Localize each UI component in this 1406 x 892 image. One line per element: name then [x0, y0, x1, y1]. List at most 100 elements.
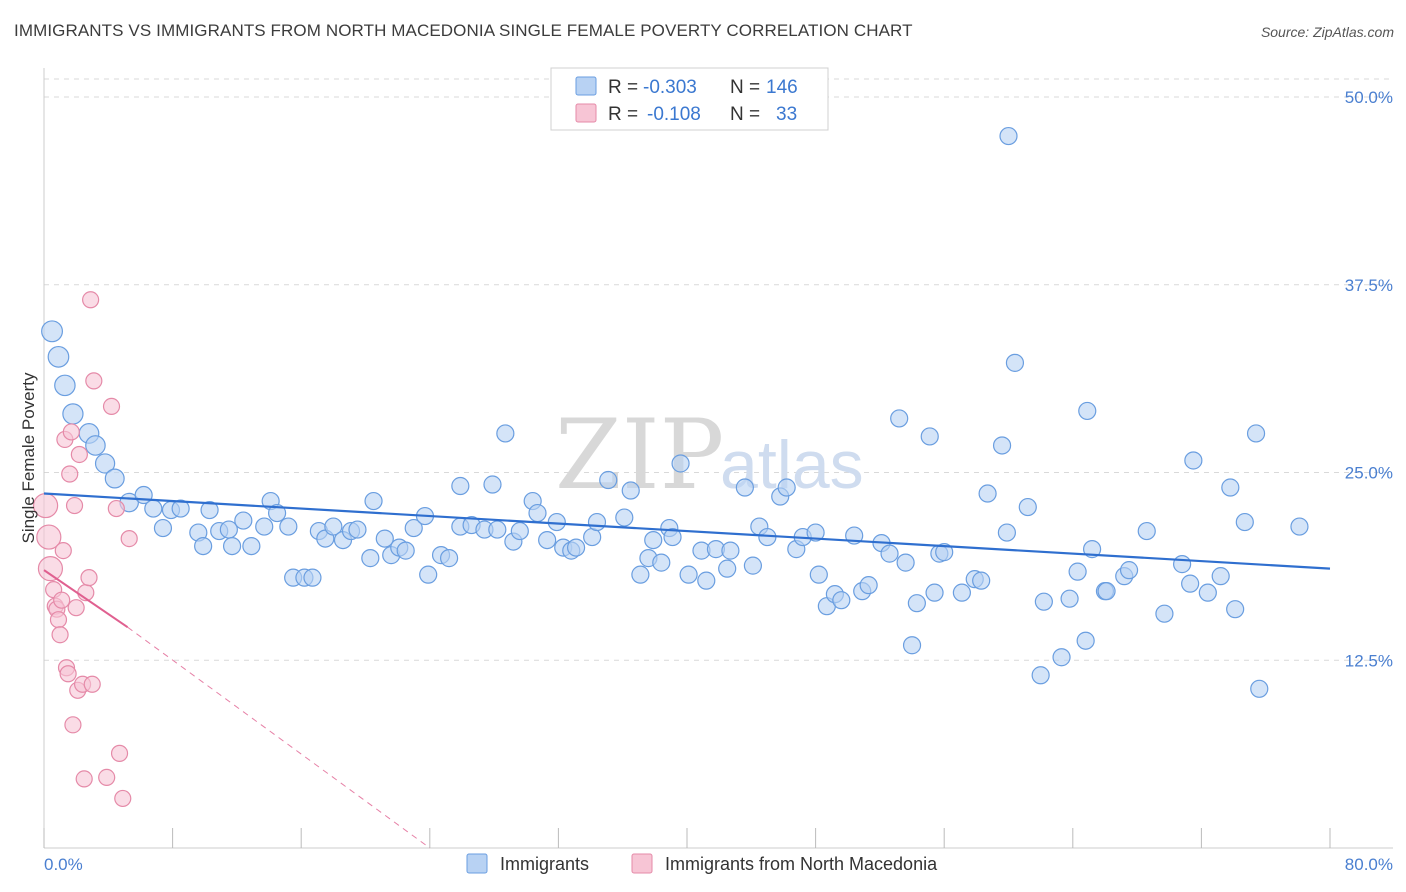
point-immigrants: [992, 436, 1012, 455]
legend-r-value-1: -0.303: [643, 77, 697, 98]
point-immigrants: [880, 544, 899, 563]
point-north-macedonia: [53, 591, 71, 609]
point-immigrants: [644, 530, 663, 550]
point-immigrants: [194, 536, 213, 556]
point-immigrants: [566, 538, 586, 557]
point-immigrants: [1052, 648, 1071, 667]
point-immigrants: [1173, 555, 1192, 574]
trend-line-immigrants: [43, 492, 1331, 570]
point-immigrants: [47, 345, 70, 368]
point-immigrants: [496, 424, 515, 443]
legend-r-label-1: R =: [608, 77, 638, 98]
point-immigrants: [1155, 604, 1174, 623]
chart-title: IMMIGRANTS VS IMMIGRANTS FROM NORTH MACE…: [14, 21, 913, 40]
point-immigrants: [652, 553, 671, 572]
point-immigrants: [697, 571, 716, 590]
point-immigrants: [267, 503, 287, 523]
point-immigrants: [952, 583, 971, 602]
point-immigrants: [54, 374, 76, 397]
point-north-macedonia: [36, 524, 62, 550]
trend-line-north-macedonia: [43, 569, 129, 629]
legend-r-value-2: -0.108: [647, 104, 701, 125]
point-immigrants: [1211, 567, 1230, 586]
legend-n-value-2: 33: [776, 104, 797, 125]
point-immigrants: [1031, 666, 1050, 685]
point-immigrants: [721, 541, 740, 560]
point-immigrants: [1226, 600, 1245, 619]
point-immigrants: [999, 126, 1018, 146]
point-north-macedonia: [75, 770, 93, 788]
point-north-macedonia: [120, 529, 138, 548]
legend-box: R = -0.303 N = 146 R = -0.108 N = 33: [550, 67, 829, 131]
point-immigrants: [735, 478, 754, 497]
point-north-macedonia: [114, 789, 132, 808]
point-immigrants: [1034, 592, 1053, 611]
point-immigrants: [809, 565, 828, 584]
point-north-macedonia: [59, 665, 77, 683]
point-immigrants: [171, 499, 190, 518]
point-immigrants: [153, 518, 173, 538]
y-tick-label: 37.5%: [1345, 276, 1393, 295]
point-immigrants: [62, 403, 84, 425]
point-immigrants: [348, 520, 367, 539]
legend-n-value-1: 146: [766, 77, 798, 98]
point-immigrants: [859, 576, 878, 595]
point-immigrants: [902, 636, 922, 655]
point-immigrants: [104, 468, 125, 489]
point-north-macedonia: [65, 496, 84, 515]
y-axis-title: Single Female Poverty: [19, 372, 38, 544]
legend-frame: [550, 67, 829, 131]
x-tick-label-max: 80.0%: [1345, 855, 1393, 874]
point-immigrants: [538, 530, 557, 550]
point-north-macedonia: [83, 675, 101, 693]
point-immigrants: [583, 527, 602, 547]
point-immigrants: [832, 591, 851, 610]
bottom-legend: Immigrants Immigrants from North Macedon…: [466, 853, 938, 874]
point-north-macedonia: [64, 716, 82, 734]
y-tick-labels: 12.5% 25.0% 37.5% 50.0%: [1345, 88, 1393, 670]
point-immigrants: [222, 536, 242, 556]
x-tick-label-min: 0.0%: [44, 855, 83, 874]
point-north-macedonia: [110, 744, 129, 762]
point-immigrants: [510, 521, 529, 541]
point-north-macedonia: [49, 611, 68, 629]
point-immigrants: [997, 523, 1016, 542]
point-immigrants: [404, 518, 423, 538]
point-immigrants: [1181, 574, 1200, 593]
legend-n-label-2: N =: [730, 104, 760, 125]
point-immigrants: [85, 435, 106, 456]
point-immigrants: [890, 409, 909, 428]
gridlines: [43, 68, 1393, 848]
point-immigrants: [242, 536, 261, 556]
point-immigrants: [615, 508, 634, 527]
point-immigrants: [718, 559, 737, 578]
point-immigrants: [488, 520, 507, 539]
legend-swatch-immigrants: [575, 76, 597, 96]
point-immigrants: [375, 529, 394, 548]
point-immigrants: [1235, 512, 1254, 532]
watermark-zip: ZIP: [555, 399, 724, 511]
point-immigrants: [777, 478, 796, 497]
point-immigrants: [1078, 401, 1097, 421]
watermark: ZIP atlas: [555, 399, 864, 511]
point-immigrants: [679, 565, 698, 584]
point-immigrants: [528, 503, 547, 523]
point-immigrants: [671, 454, 690, 473]
point-immigrants: [1250, 679, 1269, 698]
point-immigrants: [234, 511, 253, 530]
point-immigrants: [935, 543, 954, 562]
point-immigrants: [303, 568, 322, 587]
point-immigrants: [907, 594, 926, 613]
point-north-macedonia: [80, 569, 98, 587]
point-north-macedonia: [51, 626, 69, 644]
point-immigrants: [631, 565, 650, 584]
y-tick-label: 25.0%: [1345, 464, 1393, 483]
point-immigrants: [279, 517, 298, 536]
point-immigrants: [587, 512, 607, 532]
point-immigrants: [200, 500, 219, 520]
point-immigrants: [396, 541, 415, 560]
bottom-legend-swatch-north-macedonia: [631, 853, 653, 874]
point-immigrants: [41, 320, 64, 343]
point-immigrants: [144, 499, 163, 518]
